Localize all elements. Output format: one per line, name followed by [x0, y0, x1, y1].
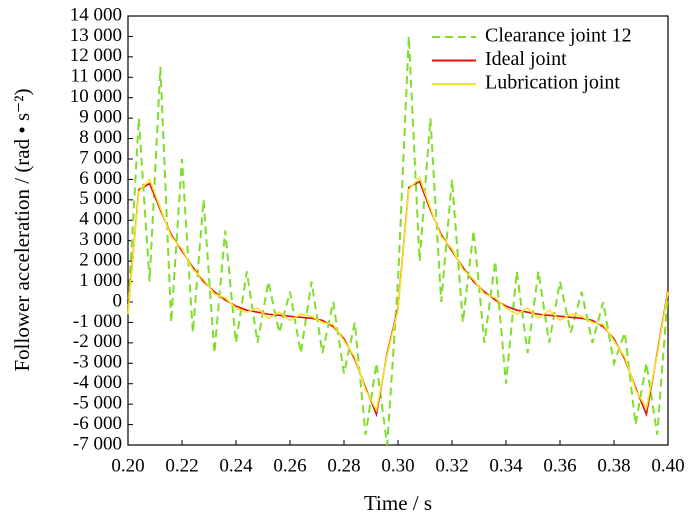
legend-label: Ideal joint	[485, 48, 567, 70]
y-tick-label: 9 000	[79, 107, 122, 128]
y-tick-label: -6 000	[73, 413, 122, 434]
y-tick-label: 7 000	[79, 147, 122, 168]
x-axis-title: Time / s	[364, 491, 432, 515]
x-tick-label: 0.40	[651, 455, 684, 476]
y-tick-label: -5 000	[73, 393, 122, 414]
y-axis-title: Follower acceleration / (rad • s⁻²)	[10, 88, 34, 371]
series-line	[127, 180, 669, 418]
series-line	[127, 36, 669, 446]
x-tick-label: 0.26	[273, 455, 306, 476]
legend-label: Lubrication joint	[485, 72, 620, 94]
y-tick-label: -1 000	[73, 311, 122, 332]
x-tick-label: 0.32	[435, 455, 468, 476]
series-line	[127, 175, 669, 413]
y-tick-label: 0	[113, 290, 123, 311]
x-tick-label: 0.36	[543, 455, 576, 476]
y-tick-label: 11 000	[70, 66, 122, 87]
y-tick-label: 13 000	[70, 25, 122, 46]
x-tick-label: 0.20	[111, 455, 144, 476]
x-tick-label: 0.24	[219, 455, 253, 476]
y-tick-label: 2 000	[79, 250, 122, 271]
y-tick-label: 14 000	[70, 4, 122, 25]
y-tick-label: 4 000	[79, 209, 122, 230]
y-tick-label: 3 000	[79, 229, 122, 250]
y-tick-label: 1 000	[79, 270, 122, 291]
legend-label: Clearance joint 12	[485, 25, 632, 47]
y-tick-label: -3 000	[73, 352, 122, 373]
x-tick-label: 0.22	[165, 455, 198, 476]
x-tick-label: 0.28	[327, 455, 360, 476]
y-tick-label: -2 000	[73, 331, 122, 352]
y-tick-label: -7 000	[73, 433, 122, 454]
y-tick-label: 5 000	[79, 188, 122, 209]
y-tick-label: 12 000	[70, 45, 122, 66]
x-tick-label: 0.38	[597, 455, 630, 476]
y-tick-label: 10 000	[70, 86, 122, 107]
y-tick-label: 8 000	[79, 127, 122, 148]
x-tick-label: 0.34	[489, 455, 523, 476]
y-tick-label: -4 000	[73, 372, 122, 393]
y-tick-label: 6 000	[79, 168, 122, 189]
x-tick-label: 0.30	[381, 455, 414, 476]
